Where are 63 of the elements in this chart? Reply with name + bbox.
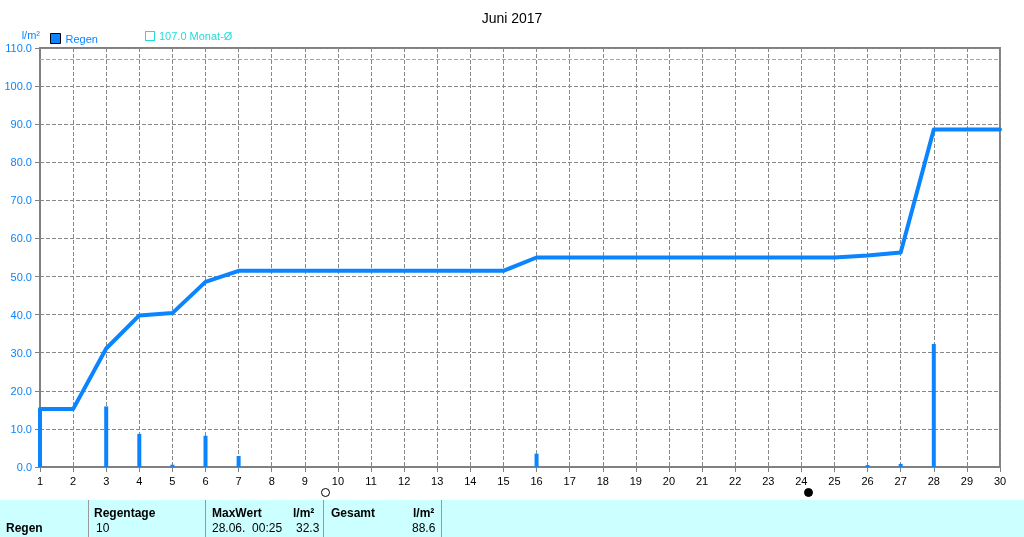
bar (137, 433, 142, 467)
x-tick-label: 18 (596, 474, 609, 487)
x-tick-label: 13 (431, 474, 444, 487)
text: l/m² (293, 506, 315, 520)
x-tick-label: 23 (762, 474, 775, 487)
x-tick-label: 24 (795, 474, 808, 487)
x-tick-label: 29 (960, 474, 974, 487)
x-tick-label: 4 (136, 474, 143, 487)
bar (898, 463, 903, 467)
x-tick-label: 17 (563, 474, 576, 487)
y-tick-label: 70.0 (10, 194, 32, 207)
x-tick-label: 28 (927, 474, 940, 487)
bar (931, 343, 936, 467)
x-tick-label: 11 (365, 474, 377, 487)
legend-label: Regen (65, 32, 98, 45)
y-tick-label: 20.0 (10, 384, 32, 397)
text: l/m² (413, 506, 435, 520)
x-tick-label: 27 (894, 474, 907, 487)
x-tick-label: 10 (331, 474, 345, 487)
x-tick-label: 6 (202, 474, 209, 487)
bar (534, 453, 539, 467)
x-tick-label: 19 (629, 474, 642, 487)
x-tick-label: 9 (301, 474, 308, 487)
y-tick-label: 50.0 (10, 270, 32, 283)
x-tick-label: 3 (103, 474, 110, 487)
x-tick-label: 25 (828, 474, 841, 487)
chart-title: Juni 2017 (481, 10, 543, 26)
y-tick-label: 110.0 (5, 42, 32, 54)
text: 88.6 (412, 521, 436, 535)
y-axis-title: l/m² (21, 28, 41, 41)
text: Regentage (94, 506, 156, 520)
x-tick-label: 12 (398, 474, 411, 487)
x-tick-label: 21 (695, 474, 709, 487)
x-tick-label: 30 (993, 474, 1007, 487)
y-tick-label: 30.0 (10, 346, 32, 359)
x-tick-label: 22 (729, 474, 742, 487)
text: 28.06. 00:25 (212, 521, 283, 535)
x-tick-label: 1 (36, 474, 44, 487)
y-tick-label: 60.0 (10, 232, 32, 245)
y-tick-label: 80.0 (10, 156, 32, 169)
x-tick-label: 20 (662, 474, 676, 487)
y-tick-label: 100.0 (4, 80, 32, 93)
y-tick-label: 10.0 (10, 422, 32, 435)
x-tick-label: 14 (464, 474, 477, 487)
bar (236, 455, 241, 467)
bar (104, 406, 109, 467)
bar (203, 435, 208, 467)
x-tick-label: 26 (861, 474, 874, 487)
y-tick-label: 90.0 (10, 118, 32, 131)
y-tick-label: 0.0 (16, 461, 32, 473)
x-tick-label: 7 (235, 474, 242, 487)
x-tick-label: 16 (530, 474, 543, 487)
text: 32.3 (296, 521, 320, 535)
x-tick-label: 8 (268, 474, 275, 487)
text: MaxWert (212, 506, 262, 520)
text: Regen (6, 521, 43, 535)
text: 10 (96, 521, 110, 535)
x-tick-label: 15 (497, 474, 510, 487)
legend-label: 107.0 Monat-Ø (159, 30, 233, 42)
x-tick-label: 5 (169, 474, 176, 487)
x-tick-label: 2 (70, 474, 77, 487)
text: Gesamt (331, 506, 376, 520)
y-tick-label: 40.0 (10, 308, 32, 321)
